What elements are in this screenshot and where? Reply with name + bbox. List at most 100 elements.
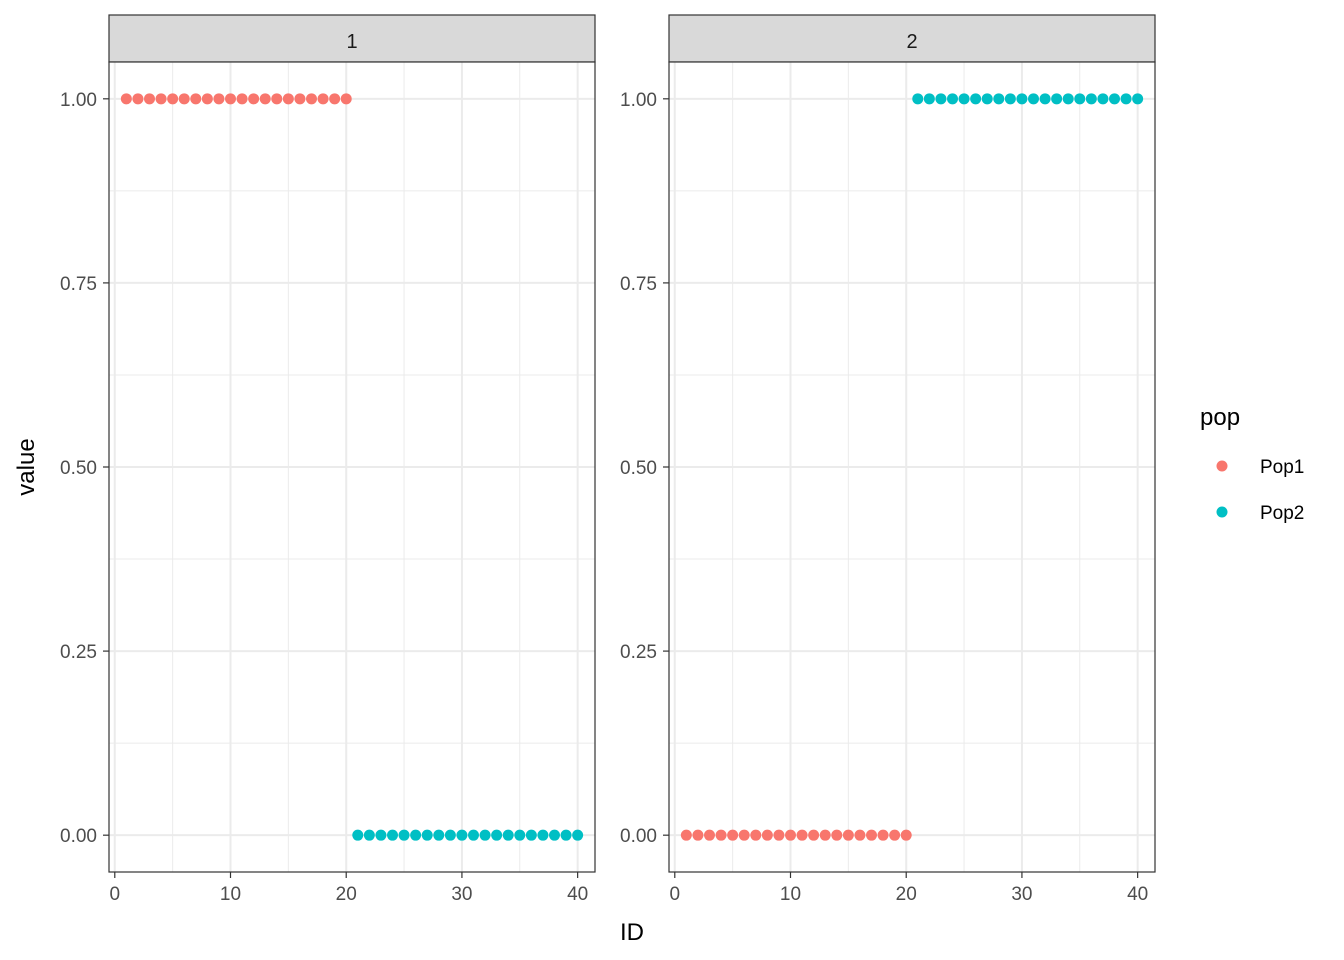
data-point-pop1	[201, 93, 213, 105]
legend-entries: Pop1 Pop2	[1216, 457, 1304, 524]
data-point-pop1	[236, 93, 248, 105]
x-tick-label: 40	[1127, 884, 1148, 905]
data-point-pop1	[773, 829, 785, 841]
data-point-pop2	[1097, 93, 1109, 105]
y-tick-label: 0.50	[620, 458, 657, 479]
x-tick-label: 30	[1011, 884, 1032, 905]
data-point-pop1	[317, 93, 329, 105]
data-point-pop2	[421, 829, 433, 841]
data-point-pop2	[1109, 93, 1120, 105]
data-point-pop1	[819, 829, 831, 841]
data-point-pop2	[352, 829, 364, 841]
data-point-pop1	[727, 829, 739, 841]
data-point-pop2	[981, 93, 993, 105]
x-tick-label: 30	[451, 884, 472, 905]
facet-panel-2: 20 10 20 30 400.000.250.500.751.00	[620, 14, 1156, 905]
data-point-pop1	[680, 829, 692, 841]
data-point-pop1	[167, 93, 179, 105]
data-point-pop1	[190, 93, 202, 105]
data-point-pop1	[889, 829, 901, 841]
data-point-pop1	[842, 829, 854, 841]
data-point-pop1	[155, 93, 167, 105]
data-point-pop2	[970, 93, 982, 105]
data-point-pop2	[1132, 93, 1144, 105]
x-tick-label: 0	[669, 884, 680, 905]
data-point-pop2	[514, 829, 526, 841]
data-point-pop1	[796, 829, 808, 841]
data-point-pop2	[387, 829, 398, 841]
data-point-pop2	[1051, 93, 1063, 105]
legend-key-pop1	[1216, 460, 1228, 472]
facet-strip	[108, 14, 596, 63]
data-point-pop1	[259, 93, 271, 105]
data-point-pop1	[750, 829, 762, 841]
data-point-pop2	[456, 829, 468, 841]
data-point-pop1	[120, 93, 132, 105]
data-point-pop2	[572, 829, 584, 841]
y-tick-label: 1.00	[60, 90, 97, 111]
data-point-pop1	[877, 829, 889, 841]
y-tick-label: 0.00	[620, 826, 657, 847]
data-point-pop2	[1074, 93, 1086, 105]
data-point-pop2	[1004, 93, 1016, 105]
data-point-pop2	[433, 829, 445, 841]
data-point-pop1	[900, 829, 912, 841]
data-point-pop1	[132, 93, 144, 105]
data-point-pop2	[537, 829, 549, 841]
x-tick-label: 40	[567, 884, 588, 905]
data-point-pop2	[1028, 93, 1039, 105]
data-point-pop2	[491, 829, 503, 841]
data-point-pop2	[525, 829, 537, 841]
data-point-pop1	[329, 93, 341, 105]
data-point-pop2	[479, 829, 491, 841]
data-point-pop2	[398, 829, 410, 841]
data-point-pop1	[854, 829, 866, 841]
data-point-pop1	[271, 93, 283, 105]
facet-strip-label: 1	[346, 31, 357, 53]
data-point-pop1	[831, 829, 843, 841]
y-tick-label: 0.50	[60, 458, 97, 479]
y-axis-label: value	[13, 438, 40, 495]
legend-label-pop2: Pop2	[1260, 503, 1304, 524]
data-point-pop1	[294, 93, 306, 105]
data-point-pop2	[993, 93, 1005, 105]
data-point-pop1	[692, 829, 704, 841]
data-point-pop2	[912, 93, 924, 105]
data-point-pop2	[958, 93, 970, 105]
data-point-pop1	[248, 93, 260, 105]
data-point-pop2	[560, 829, 572, 841]
x-tick-label: 20	[336, 884, 357, 905]
data-point-pop2	[502, 829, 514, 841]
data-point-pop2	[410, 829, 422, 841]
y-tick-label: 0.75	[620, 274, 657, 295]
data-point-pop1	[213, 93, 225, 105]
data-point-pop2	[935, 93, 947, 105]
x-tick-label: 10	[220, 884, 241, 905]
x-tick-label: 0	[109, 884, 120, 905]
data-point-pop2	[947, 93, 958, 105]
data-point-pop2	[468, 829, 479, 841]
y-tick-label: 0.25	[620, 642, 657, 663]
data-point-pop1	[178, 93, 190, 105]
data-point-pop2	[549, 829, 560, 841]
data-point-pop1	[306, 93, 317, 105]
data-point-pop2	[1085, 93, 1097, 105]
data-point-pop2	[1120, 93, 1132, 105]
data-point-pop1	[866, 829, 877, 841]
y-tick-label: 0.25	[60, 642, 97, 663]
legend-key-pop2	[1216, 506, 1228, 518]
data-point-pop1	[715, 829, 727, 841]
legend-title: pop	[1200, 404, 1240, 431]
data-point-pop1	[738, 829, 750, 841]
x-axis-label: ID	[620, 919, 644, 946]
facet-panel-1: 10 10 20 30 400.000.250.500.751.00	[60, 14, 596, 905]
data-point-pop2	[1039, 93, 1051, 105]
data-point-pop1	[761, 829, 773, 841]
facet-strip-label: 2	[906, 31, 917, 53]
data-point-pop2	[1062, 93, 1074, 105]
data-point-pop1	[808, 829, 820, 841]
data-point-pop1	[225, 93, 236, 105]
data-point-pop2	[444, 829, 456, 841]
